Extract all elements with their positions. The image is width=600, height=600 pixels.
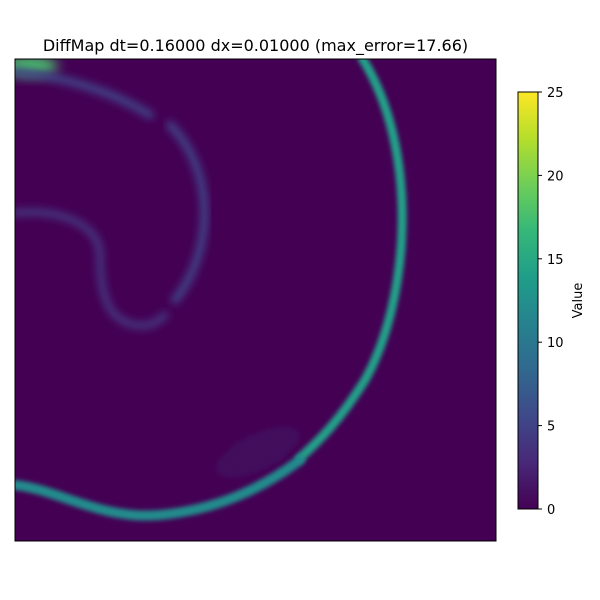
colorbar-ticks: 0 5 10 15 20 25	[538, 86, 564, 518]
heatmap-plot-area	[14, 58, 497, 542]
ridge-top-left-arc	[15, 68, 154, 119]
ridge-right-arc	[295, 59, 407, 463]
ridge-bottom-arc	[15, 455, 305, 521]
colorbar-frame	[517, 91, 539, 510]
colorbar-tick-label: 10	[547, 336, 564, 351]
ridge-inner-arc	[166, 121, 209, 304]
plot-frame	[14, 58, 497, 542]
colorbar-label: Value	[571, 283, 586, 319]
chart-title: DiffMap dt=0.16000 dx=0.01000 (max_error…	[43, 36, 468, 56]
colorbar-tick-label: 25	[547, 86, 564, 101]
colorbar-tick-label: 5	[547, 420, 555, 435]
colorbar-tick-label: 20	[547, 169, 564, 184]
colorbar-tick-label: 15	[547, 253, 564, 268]
colorbar-tick-label: 0	[547, 503, 555, 518]
ridge-left-loop	[15, 208, 169, 330]
artifact-patch	[216, 426, 300, 478]
colorbar-gradient	[518, 92, 538, 509]
colorbar: 0 5 10 15 20 25 Value	[517, 86, 586, 518]
